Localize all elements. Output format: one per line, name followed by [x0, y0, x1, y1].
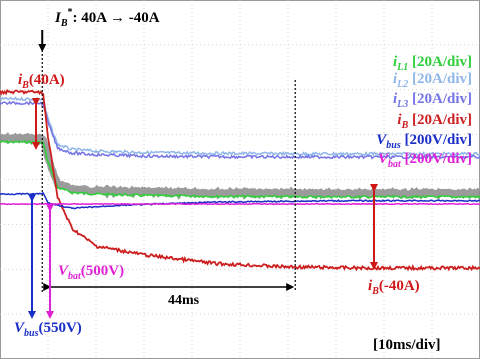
trace-Vbus [0, 192, 480, 210]
annotations [28, 30, 378, 319]
ib-positive-label: iB(40A) [18, 72, 65, 91]
vbus-label: Vbus(550V) [14, 320, 82, 339]
trace-iL3 [0, 100, 480, 160]
trace-iB [0, 88, 480, 272]
vbat-label: Vbat(500V) [58, 263, 124, 282]
step-title-sub: B [60, 18, 68, 29]
legend-item-b: iB [20A/div] [397, 112, 472, 131]
step-title-rest: : 40A → -40A [73, 10, 160, 26]
traces [0, 88, 480, 272]
legend-item-bus: Vbus [200V/div] [376, 132, 472, 151]
trace-Vbat [0, 202, 480, 206]
legend: iL1 [20A/div]iL2 [20A/div]iL3 [20A/div] i… [376, 54, 472, 170]
step-title-sup: * [68, 7, 73, 18]
step-title-main: I [54, 10, 62, 26]
duration-label: 44ms [168, 293, 200, 308]
trace-band-iL1 [0, 132, 480, 201]
legend-item-bat: Vbat [200V/div] [378, 151, 472, 170]
legend-item-l1: iL1 [20A/div] [393, 54, 472, 73]
timebase-label: [10ms/div] [373, 337, 441, 353]
trace-iL2 [0, 96, 480, 157]
legend-item-l3: iL3 [20A/div] [393, 91, 472, 110]
ib-negative-label: iB(-40A) [368, 278, 420, 297]
trace-iL1 [0, 139, 480, 200]
step-title: IB*: 40A → -40A [54, 7, 160, 29]
legend-item-l2: iL2 [20A/div] [393, 71, 472, 90]
